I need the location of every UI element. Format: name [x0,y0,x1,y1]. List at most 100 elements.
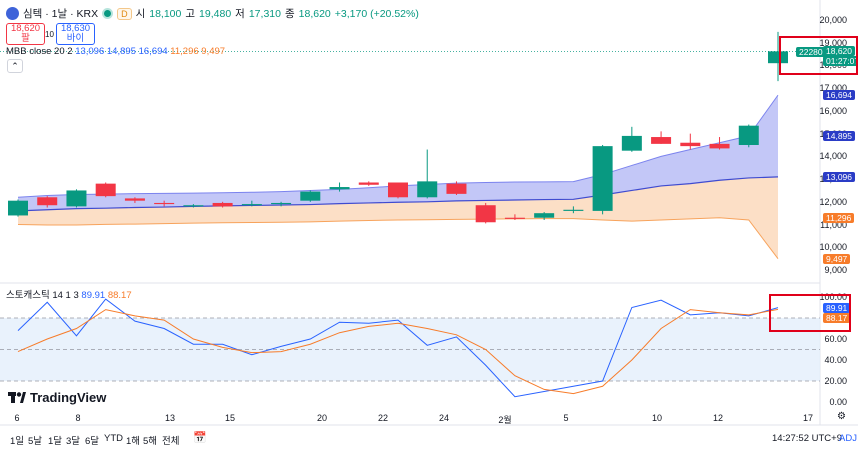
price-tick-label: 9,000 [824,265,847,275]
clock[interactable]: 14:27:52 UTC+9 [772,433,842,444]
countdown-tag: 01:27:07 [823,56,858,66]
low-label: 저 [235,8,245,20]
candle-body [651,137,672,144]
buy-label: 바이 [66,33,85,44]
upper-band-tag: 16,694 [823,90,855,101]
time-tick-label: 12 [712,413,724,423]
time-tick-label: 5 [563,413,569,423]
oscillator-tick-label: 20.00 [824,376,847,386]
bollinger-v2: 14,895 [106,46,136,57]
lower-band-tag: 11,296 [823,212,855,223]
timeframe-button[interactable]: 5해 [143,436,158,447]
candle-body [417,181,438,198]
timeframe-button[interactable]: 1달 [48,436,63,447]
stochastic-legend[interactable]: 스토캐스틱 14 1 3 89.91 88.17 [6,287,132,301]
collapse-chevron-icon[interactable]: ⌃ [7,59,23,73]
time-tick-label: 20 [316,413,328,423]
settings-gear-icon[interactable]: ⚙ [837,411,846,422]
stochastic-d-line [17,308,779,395]
time-tick-label: 22 [377,413,389,423]
price-tick-label: 11,000 [820,219,847,230]
price-tick-label: 14,000 [819,151,847,162]
timeframe-button[interactable]: 3달 [66,436,81,447]
tradingview-logo-icon [8,392,26,403]
time-tick-label: 2월 [498,415,512,425]
date-range-calendar-icon[interactable]: 📅 [193,432,207,444]
bollinger-lower-line [17,217,779,260]
highlight-stoch-box [769,294,851,332]
bollinger-v4: 11,296 [170,46,199,57]
spread-value: 10 [45,30,54,39]
tradingview-logo[interactable]: TradingView [8,390,106,405]
bollinger-legend[interactable]: MBB close 20 2 13,096 14,895 16,694 11,2… [6,46,225,57]
stochastic-d-tag: 88.17 [823,313,851,323]
bollinger-name: MBB close 20 2 [6,46,73,57]
price-tick-label: 19,000 [819,37,847,48]
candle-body [768,51,788,64]
symbol-title[interactable]: 심텍 · 1날 · KRX [23,8,99,20]
close-label: 종 [284,8,295,20]
candle-body [621,135,642,151]
candle-body [534,213,555,218]
sell-label: 팔 [21,33,30,44]
time-tick-label: 8 [75,413,81,423]
oscillator-tick-label: 100.00 [819,292,847,302]
oscillator-tick-label: 40.00 [824,355,847,365]
low-value: 17,310 [248,7,281,20]
buy-button[interactable]: 18,630 바이 [56,23,95,45]
high-label: 고 [185,8,196,20]
candle-body [709,143,730,149]
candle-body [154,202,175,205]
stochastic-k-line [17,298,779,398]
company-logo-icon [6,7,19,20]
candle-body [446,183,467,194]
candle-body [212,202,233,207]
candle-body [183,205,204,207]
sell-price: 18,620 [10,23,41,34]
basis-tag: 13,096 [823,171,855,182]
candle-body [95,183,116,197]
price-tick-label: 10,000 [819,242,847,253]
bollinger-v5: 9,497 [201,46,226,57]
candle-body [563,209,584,211]
price-tick-label: 16,000 [819,105,847,116]
time-tick-label: 15 [224,413,236,423]
candle-body [66,190,87,207]
candle-body [124,198,145,201]
time-tick-label: 10 [651,413,663,423]
timeframe-button[interactable]: 6달 [85,436,100,447]
timeframe-button[interactable]: YTD [104,433,123,444]
timeframe-button[interactable]: 1일 [10,436,25,447]
oscillator-tick-label: 60.00 [824,334,847,344]
change-value: +3,170 (+20.52%) [334,7,419,20]
candle-body [680,142,701,147]
mid-band-tag: 14,895 [823,131,855,142]
brand-name: TradingView [30,390,107,405]
candle-body [358,182,379,185]
time-tick-label: 24 [438,413,450,423]
adj-toggle[interactable]: ADJ [839,433,857,444]
stochastic-d: 88.17 [107,290,132,301]
candle-body [37,197,58,206]
buy-price: 18,630 [60,23,91,34]
candle-body [738,125,759,145]
high-value: 19,480 [199,7,232,20]
timeframe-button[interactable]: 5날 [28,436,43,447]
stochastic-name: 스토캐스틱 14 1 3 [6,290,79,301]
timeframe-button[interactable]: 1해 [126,436,141,447]
lower2-band-tag: 9,497 [823,253,851,264]
candle-body [329,187,350,190]
price-tick-label: 17,000 [819,83,847,94]
stochastic-k-tag: 89.91 [823,303,851,313]
symbol-legend: 심텍 · 1날 · KRX D 시 18,100 고 19,480 저 17,310 … [6,6,419,21]
timeframe-button[interactable]: 전체 [162,436,180,447]
candle-body [475,205,496,223]
candle-body [388,182,408,198]
sell-button[interactable]: 18,620 팔 [6,23,45,45]
time-tick-label: 13 [164,413,176,423]
time-tick-label: 6 [14,413,20,423]
open-label: 시 [135,8,146,20]
data-badge: D [117,7,132,20]
